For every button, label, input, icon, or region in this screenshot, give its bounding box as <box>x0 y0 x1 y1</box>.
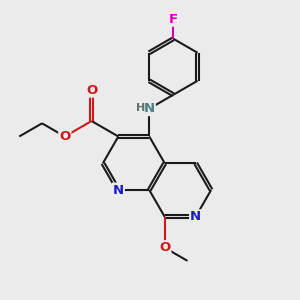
Text: N: N <box>144 102 155 115</box>
Text: O: O <box>86 84 97 97</box>
Text: O: O <box>159 241 170 254</box>
Text: N: N <box>113 184 124 196</box>
Text: H: H <box>136 103 146 113</box>
Text: F: F <box>169 13 178 26</box>
Text: O: O <box>59 130 70 143</box>
Text: N: N <box>190 210 201 223</box>
